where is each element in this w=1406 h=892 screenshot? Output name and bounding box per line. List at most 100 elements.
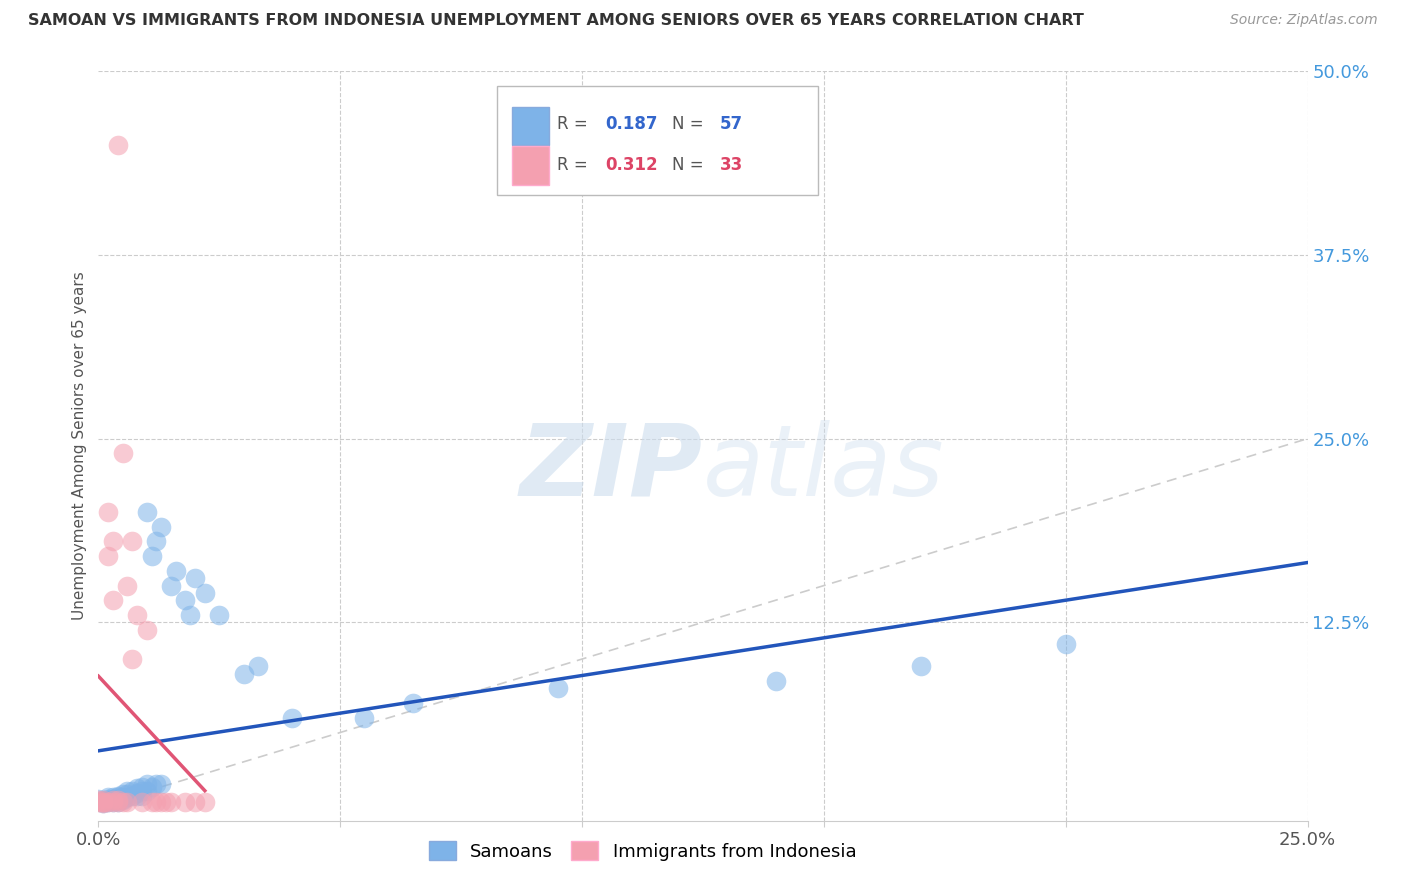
Point: [184, 571, 207, 585]
Text: 0.187: 0.187: [605, 115, 658, 133]
Point: [101, 795, 124, 809]
Point: [247, 659, 270, 673]
Point: [111, 790, 134, 805]
Text: Source: ZipAtlas.com: Source: ZipAtlas.com: [1230, 13, 1378, 28]
Legend: Samoans, Immigrants from Indonesia: Samoans, Immigrants from Indonesia: [422, 833, 863, 868]
Point: [97, 791, 120, 805]
Point: [281, 711, 304, 725]
Text: N =: N =: [672, 115, 709, 133]
Point: [101, 793, 124, 807]
FancyBboxPatch shape: [512, 106, 550, 145]
Point: [765, 674, 787, 689]
Point: [91, 795, 114, 809]
Point: [87, 791, 110, 805]
Point: [135, 505, 157, 519]
Point: [150, 795, 173, 809]
Point: [127, 789, 149, 803]
Point: [145, 534, 167, 549]
Point: [160, 578, 183, 592]
Point: [107, 795, 129, 809]
Point: [101, 534, 124, 549]
Point: [165, 564, 187, 578]
Point: [141, 795, 163, 809]
Point: [91, 793, 114, 807]
Point: [101, 795, 124, 809]
Point: [131, 780, 153, 794]
FancyBboxPatch shape: [512, 146, 550, 185]
Point: [131, 795, 153, 809]
Point: [117, 784, 139, 798]
Point: [107, 789, 129, 803]
Point: [111, 787, 134, 801]
Point: [91, 796, 114, 810]
Point: [402, 696, 425, 710]
Text: atlas: atlas: [703, 420, 945, 517]
Point: [121, 534, 143, 549]
Point: [145, 777, 167, 791]
Point: [97, 790, 120, 805]
Point: [135, 623, 157, 637]
Point: [121, 652, 143, 666]
Point: [131, 789, 153, 803]
Point: [107, 790, 129, 805]
Point: [91, 795, 114, 809]
Point: [87, 795, 110, 809]
Point: [97, 793, 120, 807]
Point: [91, 793, 114, 807]
Point: [101, 791, 124, 805]
Text: 0.312: 0.312: [605, 156, 658, 174]
Point: [208, 607, 231, 622]
Text: N =: N =: [672, 156, 709, 174]
Point: [194, 795, 217, 809]
Point: [155, 795, 177, 809]
Point: [121, 784, 143, 798]
Point: [141, 549, 163, 564]
Point: [97, 795, 120, 809]
Point: [91, 796, 114, 810]
Point: [111, 793, 134, 807]
Point: [97, 549, 120, 564]
Text: SAMOAN VS IMMIGRANTS FROM INDONESIA UNEMPLOYMENT AMONG SENIORS OVER 65 YEARS COR: SAMOAN VS IMMIGRANTS FROM INDONESIA UNEM…: [28, 13, 1084, 29]
Text: 57: 57: [720, 115, 742, 133]
Point: [910, 659, 932, 673]
Point: [179, 607, 201, 622]
Point: [107, 137, 129, 152]
Point: [117, 790, 139, 805]
Text: R =: R =: [557, 115, 593, 133]
Point: [127, 786, 149, 800]
Text: R =: R =: [557, 156, 593, 174]
Text: ZIP: ZIP: [520, 420, 703, 517]
Point: [1054, 637, 1077, 651]
Point: [101, 593, 124, 607]
Point: [141, 780, 163, 794]
Point: [547, 681, 569, 696]
Point: [160, 795, 183, 809]
Point: [107, 791, 129, 805]
Point: [131, 784, 153, 798]
Point: [111, 791, 134, 805]
Point: [150, 520, 173, 534]
Point: [87, 793, 110, 807]
Point: [91, 795, 114, 809]
Point: [107, 795, 129, 809]
Point: [184, 795, 207, 809]
Point: [353, 711, 375, 725]
FancyBboxPatch shape: [498, 87, 818, 195]
Point: [97, 795, 120, 809]
Point: [174, 593, 197, 607]
Point: [107, 793, 129, 807]
Point: [127, 781, 149, 796]
Point: [174, 795, 197, 809]
Point: [117, 795, 139, 809]
Point: [101, 793, 124, 807]
Point: [101, 790, 124, 805]
Point: [117, 578, 139, 592]
Point: [97, 505, 120, 519]
Point: [135, 784, 157, 798]
Point: [121, 789, 143, 803]
Text: 33: 33: [720, 156, 744, 174]
Point: [107, 793, 129, 807]
Point: [232, 666, 254, 681]
Point: [111, 795, 134, 809]
Point: [111, 446, 134, 460]
